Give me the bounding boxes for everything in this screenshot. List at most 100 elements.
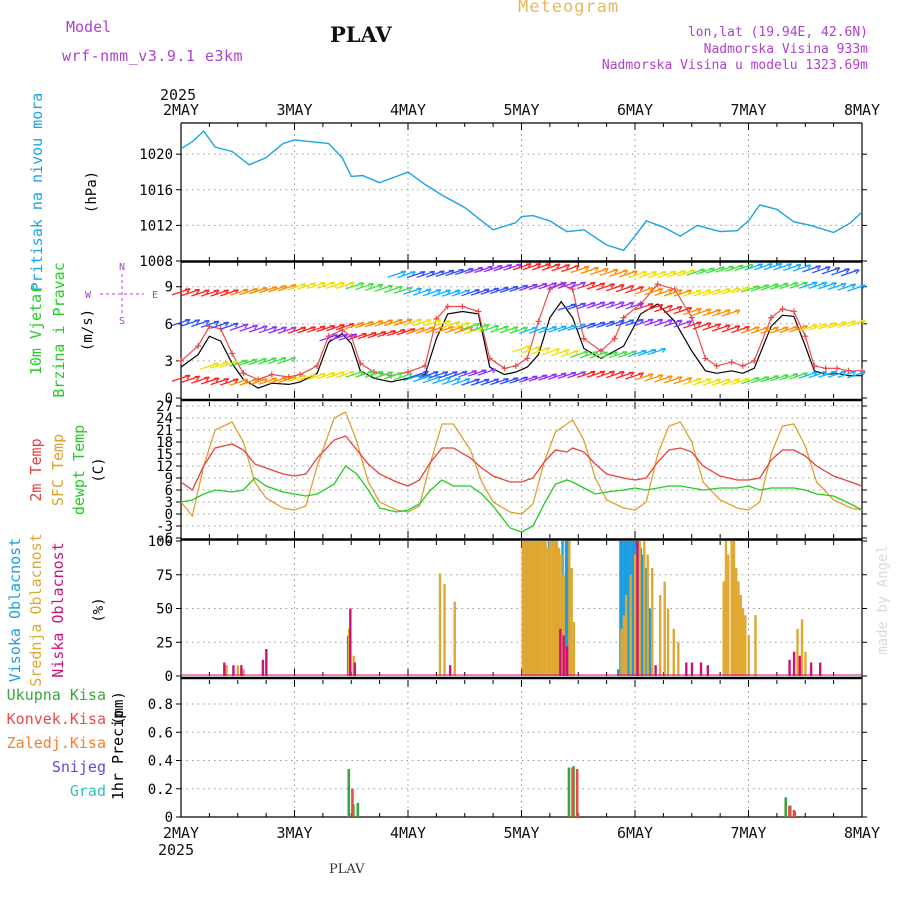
wind-axis-title-2: Brzina i Pravac: [50, 262, 68, 397]
mid-cloud-bar: [724, 541, 728, 676]
y-tick-label: 75: [156, 568, 173, 584]
wind-arrow: [191, 289, 210, 297]
wind-arrow: [798, 281, 818, 289]
conv-precip-bar: [788, 805, 791, 817]
wind-arrow: [782, 263, 802, 271]
wind-arrow: [403, 318, 423, 326]
wind-arrow: [541, 263, 561, 271]
legend-frozen-precip: Zaledj.Kisa: [7, 734, 106, 752]
wind-arrow: [596, 301, 616, 309]
wind-arrow: [721, 325, 741, 333]
gust-marker: [297, 371, 304, 378]
meteogram-title: Meteogram: [518, 0, 620, 17]
mid-cloud-bar: [560, 554, 563, 676]
wind-arrow: [435, 326, 454, 334]
wind-arrow: [683, 321, 702, 329]
wind-arrow: [654, 288, 673, 296]
wind-arrow: [328, 333, 348, 342]
wind-arrow: [441, 377, 461, 385]
wind-arrow: [840, 269, 860, 277]
wind-arrow: [532, 263, 551, 271]
wind-arrow: [647, 270, 667, 279]
mid-cloud-bar: [570, 568, 573, 676]
mid-cloud-bar: [624, 595, 628, 676]
y-tick-label: 24: [156, 411, 173, 427]
wind-arrow: [210, 377, 230, 386]
wind-arrow: [821, 267, 841, 275]
wind-arrow: [541, 348, 560, 356]
gust-marker: [486, 355, 493, 362]
wind-arrow: [692, 322, 712, 330]
wind-arrow: [599, 268, 619, 277]
low-cloud-bar: [690, 662, 694, 676]
precip-axis-title: 1hr Precip: [109, 710, 127, 800]
mid-cloud-bar: [557, 547, 561, 676]
gust-marker: [178, 357, 184, 364]
wind-arrow: [773, 263, 793, 271]
wind-arrow: [316, 281, 336, 289]
wind-arrow: [393, 372, 413, 381]
wind-arrow: [615, 285, 635, 293]
low-cloud-bar: [809, 662, 813, 676]
y-tick-label: 1016: [139, 183, 173, 199]
wind-arrow: [239, 378, 259, 386]
wind-arrow: [181, 319, 201, 327]
wind-arrow: [267, 357, 287, 365]
mid-cloud-bar: [735, 568, 738, 676]
low-cloud-bar: [685, 662, 688, 676]
wind-arrow: [470, 378, 490, 386]
wind-arrow: [451, 289, 471, 297]
sfc-temp-line: [180, 411, 863, 518]
wind-arrow: [692, 378, 712, 386]
gust-marker: [195, 343, 202, 350]
wind-arrow: [557, 281, 577, 289]
time-label-bottom: 3MAY: [276, 824, 312, 842]
high-cloud-bar: [619, 541, 622, 676]
footer-station: PLAV: [329, 862, 365, 877]
panel-pressure: 1008 1012 1016 1020: [139, 123, 867, 270]
y-tick-label: 50: [156, 602, 173, 618]
gust-marker: [357, 360, 364, 367]
wind-arrow: [567, 281, 587, 289]
wind-arrow: [412, 288, 432, 296]
mid-cloud-bar: [643, 541, 646, 676]
lonlat-label: lon,lat (19.94E, 42.6N): [687, 25, 868, 40]
wind-arrow: [615, 301, 635, 309]
mid-cloud-bar: [553, 541, 556, 676]
sfc-temp-axis-title: SFC Temp: [49, 434, 67, 506]
panel-precipitation: 0 0.2 0.4 0.6 0.8: [148, 680, 867, 826]
total-precip-bar: [784, 797, 788, 817]
wind-arrow: [673, 306, 693, 315]
elevation-label: Nadmorska Visina 933m: [703, 42, 868, 57]
gust-marker: [620, 314, 627, 321]
gust-marker: [229, 350, 236, 357]
wind-arrow: [210, 289, 230, 297]
high-cloud-bar: [616, 669, 620, 676]
y-tick-label: 6: [165, 483, 173, 499]
wind-arrow: [638, 270, 658, 279]
wind-arrow: [831, 268, 850, 276]
wind-arrow: [477, 368, 497, 376]
gust-marker: [654, 281, 661, 288]
mid-cloud-bar: [544, 541, 547, 676]
y-tick-label: 15: [156, 447, 173, 463]
wind-arrow: [441, 320, 461, 329]
wind-arrow: [461, 322, 480, 331]
y-tick-label: 0.6: [148, 725, 173, 741]
wind-arrow: [509, 326, 529, 334]
mid-cloud-bar: [572, 622, 576, 676]
mid-cloud-bar: [225, 665, 228, 676]
wind-arrow: [490, 325, 509, 333]
wind-arrow: [802, 265, 822, 273]
y-tick-label: 3: [165, 495, 173, 511]
gust-marker: [475, 308, 482, 315]
wind-arrow: [432, 320, 452, 328]
wind-arrow: [837, 283, 857, 291]
wind-arrow: [570, 265, 590, 274]
low-cloud-bar: [788, 659, 791, 676]
wind-arrow: [451, 378, 471, 386]
compass-w: W: [85, 290, 92, 301]
time-label-bottom: 8MAY: [844, 824, 880, 842]
wind-arrow: [387, 270, 407, 278]
wind-arrow: [847, 319, 866, 327]
